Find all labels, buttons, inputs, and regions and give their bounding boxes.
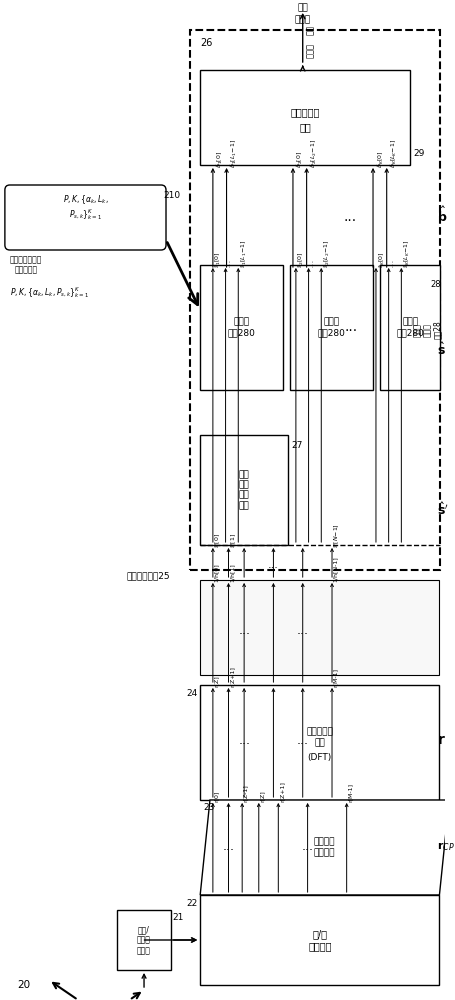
Text: 1/h[1]: 1/h[1]: [229, 563, 234, 582]
Bar: [117, 910, 171, 970]
Text: 解扩频
单元280: 解扩频 单元280: [227, 318, 255, 337]
Text: ...: ...: [301, 840, 313, 854]
Text: 模拟/
数字转
换单元: 模拟/ 数字转 换单元: [137, 925, 151, 955]
Text: 21: 21: [172, 914, 184, 922]
Text: $\cdot\!\cdot\!\cdot$: $\cdot\!\cdot\!\cdot$: [226, 259, 231, 268]
Text: 数据流: 数据流: [294, 15, 310, 24]
Text: 串/并
数据单元: 串/并 数据单元: [308, 929, 331, 951]
Text: $\hat{b}_K[L_K{-}1]$: $\hat{b}_K[L_K{-}1]$: [388, 139, 399, 168]
Text: 离散傅里叶
变换: 离散傅里叶 变换: [306, 728, 333, 747]
Text: $P,K,\{\alpha_k,L_k,P_{s,k}\}_{k=1}^{K}$: $P,K,\{\alpha_k,L_k,P_{s,k}\}_{k=1}^{K}$: [10, 285, 89, 300]
Text: 串行: 串行: [305, 25, 314, 35]
FancyBboxPatch shape: [5, 185, 166, 250]
Bar: [190, 30, 440, 570]
Bar: [289, 265, 372, 390]
Text: r[Z]: r[Z]: [213, 675, 218, 687]
Text: 20: 20: [18, 980, 30, 990]
Text: 解扩频
单元280: 解扩频 单元280: [317, 318, 345, 337]
Text: 数据解映射: 数据解映射: [290, 107, 319, 117]
Text: $\hat{s}_K[L_K{-}1]$: $\hat{s}_K[L_K{-}1]$: [401, 240, 411, 268]
Text: $\hat{s}_K[0]$: $\hat{s}_K[0]$: [376, 251, 386, 268]
Text: 29: 29: [412, 148, 424, 157]
Text: 27: 27: [290, 440, 302, 450]
Text: r[Z-1]: r[Z-1]: [243, 784, 248, 802]
Text: 26: 26: [200, 38, 212, 48]
Text: $\hat{s}'[N{-}1]$: $\hat{s}'[N{-}1]$: [332, 523, 342, 548]
Bar: [379, 265, 440, 390]
Text: r[M-1]: r[M-1]: [332, 668, 337, 687]
Text: $\cdot\!\cdot\!\cdot$: $\cdot\!\cdot\!\cdot$: [389, 259, 394, 268]
Text: ...: ...: [268, 560, 278, 570]
Text: $\hat{\mathbf{s}}$: $\hat{\mathbf{s}}$: [435, 342, 445, 358]
Text: $\hat{s}_2[0]$: $\hat{s}_2[0]$: [296, 251, 306, 268]
Text: $P,K,\{\alpha_k,L_k,$: $P,K,\{\alpha_k,L_k,$: [62, 194, 108, 206]
Text: 1/h[N-1]: 1/h[N-1]: [332, 556, 337, 582]
Text: 28: 28: [430, 280, 440, 289]
Text: 解扩频
单元280: 解扩频 单元280: [395, 318, 423, 337]
Polygon shape: [200, 800, 448, 895]
Text: 串行: 串行: [297, 3, 308, 12]
Text: $\cdot\!\cdot\!\cdot$: $\cdot\!\cdot\!\cdot$: [309, 259, 314, 268]
Text: $\mathbf{r}_{CP}$: $\mathbf{r}_{CP}$: [435, 841, 453, 853]
Text: $\hat{s}_1[L_1{-}1]$: $\hat{s}_1[L_1{-}1]$: [239, 240, 248, 268]
Bar: [200, 580, 439, 675]
Text: 信道均衡单元25: 信道均衡单元25: [126, 571, 170, 580]
Text: 分段式
解扩频
单元28: 分段式 解扩频 单元28: [412, 321, 441, 339]
Text: ...: ...: [342, 210, 355, 224]
Text: ...: ...: [222, 840, 234, 854]
Text: $\hat{\mathbf{b}}$: $\hat{\mathbf{b}}$: [435, 205, 446, 225]
Text: $\hat{b}_1[L_1{-}1]$: $\hat{b}_1[L_1{-}1]$: [228, 139, 238, 168]
Text: 数据流: 数据流: [305, 42, 314, 57]
Bar: [200, 70, 409, 165]
Text: $\hat{b}_K[0]$: $\hat{b}_K[0]$: [374, 151, 385, 168]
Text: 子载
波解
映射
单元: 子载 波解 映射 单元: [238, 470, 249, 510]
Text: 单元: 单元: [298, 122, 310, 132]
Text: 循环前缀
去除单元: 循环前缀 去除单元: [313, 838, 335, 857]
Text: r[Z]: r[Z]: [259, 790, 264, 802]
Text: $\hat{b}_1[0]$: $\hat{b}_1[0]$: [214, 151, 225, 168]
Text: $\hat{b}_2[0]$: $\hat{b}_2[0]$: [294, 151, 305, 168]
Text: r[Z+1]: r[Z+1]: [278, 781, 283, 802]
Text: (DFT): (DFT): [307, 753, 331, 762]
Text: 210: 210: [163, 190, 180, 200]
Text: $\hat{s}_1[0]$: $\hat{s}_1[0]$: [213, 251, 223, 268]
Text: ...: ...: [344, 320, 357, 334]
Text: ...: ...: [238, 734, 250, 746]
Text: r[0]: r[0]: [213, 791, 218, 802]
Text: $\hat{s}_2[L_2{-}1]$: $\hat{s}_2[L_2{-}1]$: [322, 240, 331, 268]
Text: 23: 23: [202, 804, 214, 812]
Text: $\hat{s}'[1]$: $\hat{s}'[1]$: [229, 533, 238, 548]
Text: $\hat{\mathbf{s}}'$: $\hat{\mathbf{s}}'$: [435, 502, 447, 518]
Text: r[Z+1]: r[Z+1]: [229, 666, 234, 687]
Text: $\hat{b}_2[L_2{-}1]$: $\hat{b}_2[L_2{-}1]$: [308, 139, 318, 168]
Bar: [200, 685, 439, 800]
Bar: [200, 265, 283, 390]
Bar: [200, 435, 288, 545]
Text: r[M-1]: r[M-1]: [347, 783, 352, 802]
Bar: [200, 895, 439, 985]
Text: $\mathbf{r}$: $\mathbf{r}$: [435, 733, 444, 747]
Text: ...: ...: [238, 624, 250, 637]
Text: 数据映射准则和
自适应参数: 数据映射准则和 自适应参数: [10, 255, 42, 274]
Text: 1/h[0]: 1/h[0]: [213, 563, 218, 582]
Text: $\hat{s}'[0]$: $\hat{s}'[0]$: [213, 533, 222, 548]
Text: ...: ...: [296, 734, 308, 746]
Text: $P_{s,k}\}_{k=1}^{K}$: $P_{s,k}\}_{k=1}^{K}$: [69, 208, 101, 222]
Text: ...: ...: [296, 624, 308, 637]
Text: 22: 22: [186, 898, 197, 908]
Text: 24: 24: [186, 688, 197, 698]
